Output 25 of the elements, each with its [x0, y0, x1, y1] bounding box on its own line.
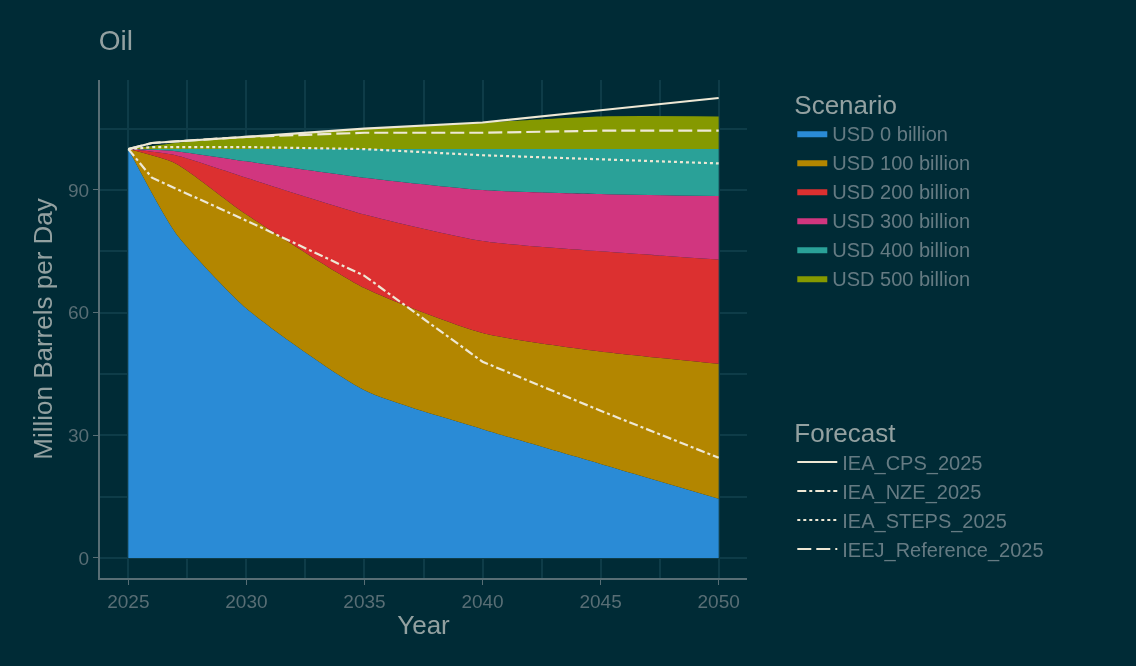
chart-title: Oil	[98, 24, 134, 56]
legend-label: IEEJ_Reference_2025	[842, 538, 1044, 562]
y-axis-title: Million Barrels per Day	[27, 198, 58, 460]
x-axis-title: Year	[397, 610, 451, 640]
y-tick-label: 60	[68, 302, 90, 324]
legend-label: USD 500 billion	[832, 268, 971, 291]
x-tick-label: 2035	[343, 590, 386, 612]
y-tick-label: 30	[68, 424, 90, 446]
y-tick-label: 0	[78, 547, 90, 569]
x-tick-label: 2025	[107, 590, 150, 612]
legend-label: USD 400 billion	[832, 239, 971, 262]
x-tick-label: 2030	[225, 590, 268, 612]
legend-label: IEA_STEPS_2025	[842, 509, 1007, 533]
x-tick-label: 2050	[697, 590, 740, 612]
text: Forecast	[794, 418, 897, 449]
x-tick-label: 2045	[579, 590, 622, 612]
y-tick-label: 90	[68, 179, 90, 201]
legend-label: IEA_NZE_2025	[842, 480, 982, 504]
legend-label: USD 300 billion	[832, 210, 971, 233]
legend-label: IEA_CPS_2025	[842, 451, 983, 475]
x-tick-label: 2040	[461, 590, 504, 612]
legend-label: USD 100 billion	[832, 152, 971, 175]
legend-label: USD 200 billion	[832, 181, 971, 204]
legend-title: Scenario	[794, 89, 897, 120]
legend-label: USD 0 billion	[832, 123, 948, 146]
